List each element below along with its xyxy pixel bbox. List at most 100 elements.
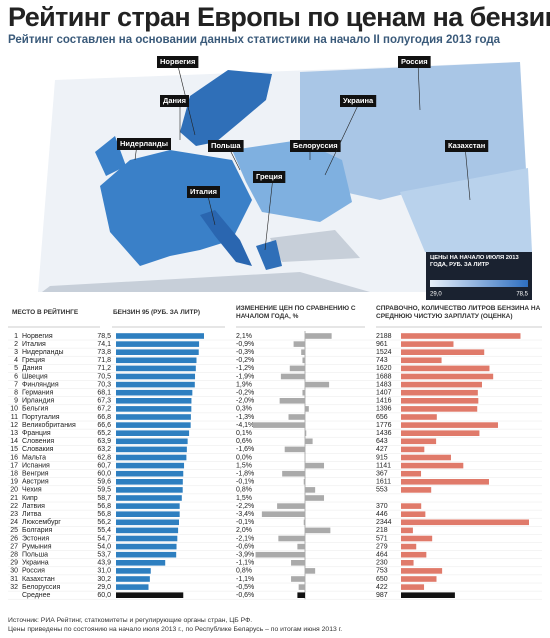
- country: Украина: [22, 560, 49, 567]
- value-label: -1,6%: [236, 446, 254, 453]
- rank: 32: [10, 584, 18, 591]
- bar: [116, 535, 178, 542]
- bar: [116, 430, 190, 436]
- bar: [401, 406, 478, 412]
- legend-gradient: [430, 280, 528, 287]
- value-label: 427: [376, 446, 388, 453]
- bar: [401, 446, 425, 453]
- value-label: 65,2: [97, 430, 111, 437]
- bar: [303, 479, 305, 485]
- value-label: 987: [376, 592, 388, 599]
- value-label: 78,5: [97, 333, 111, 340]
- map-label-box: [445, 140, 489, 152]
- bar: [401, 568, 443, 574]
- bar: [301, 349, 305, 355]
- bar: [401, 398, 479, 404]
- map-turkey: [270, 230, 360, 262]
- rank: 7: [14, 381, 18, 388]
- map-kazakhstan: [400, 168, 532, 252]
- rank: 11: [11, 414, 18, 421]
- value-label: 279: [376, 543, 388, 550]
- value-label: 29,0: [97, 584, 111, 591]
- bar: [401, 389, 478, 396]
- bar: [291, 576, 305, 582]
- country: Латвия: [22, 503, 45, 510]
- bar: [116, 438, 188, 445]
- rank: 30: [10, 568, 18, 575]
- value-label: -0,6%: [236, 543, 254, 550]
- bar: [116, 398, 192, 404]
- bar: [277, 503, 305, 509]
- country: Португалия: [22, 414, 60, 421]
- value-label: -1,1%: [236, 576, 254, 583]
- value-label: -1,2%: [236, 365, 254, 372]
- value-label: -0,2%: [236, 357, 254, 364]
- bar: [116, 584, 149, 590]
- value-label: -0,5%: [236, 584, 254, 591]
- bar: [253, 422, 305, 428]
- value-label: 553: [376, 487, 388, 494]
- country: Румыния: [22, 543, 52, 550]
- rank: 20: [10, 487, 18, 494]
- footer: Источник: РИА Рейтинг, статкомитеты и ре…: [8, 617, 253, 624]
- map-label: Казахстан: [448, 141, 485, 150]
- value-label: 0,8%: [236, 487, 252, 494]
- bar: [401, 333, 521, 339]
- legend-min: 29,0: [430, 292, 442, 298]
- country: Словения: [22, 438, 54, 445]
- bar: [116, 551, 177, 558]
- map-label: Нидерланды: [120, 139, 168, 148]
- bar: [401, 357, 442, 364]
- value-label: 1436: [376, 430, 392, 437]
- country: Мальта: [22, 454, 46, 461]
- country: Венгрия: [22, 471, 49, 478]
- value-label: 66,6: [97, 422, 111, 429]
- value-label: 60,7: [97, 462, 111, 469]
- value-label: -0,9%: [236, 341, 254, 348]
- country: Испания: [22, 462, 50, 469]
- country: Бельгия: [22, 406, 48, 413]
- rank: 28: [10, 552, 18, 559]
- value-label: 70,5: [97, 373, 111, 380]
- value-label: 71,8: [97, 357, 111, 364]
- bar: [116, 487, 183, 493]
- rank: 15: [10, 446, 18, 453]
- value-label: 54,7: [97, 535, 111, 542]
- value-label: -2,1%: [236, 535, 254, 542]
- bar: [116, 560, 166, 566]
- column-header: БЕНЗИН 95 (РУБ. ЗА ЛИТР): [113, 309, 200, 316]
- country: Чехия: [22, 487, 42, 494]
- value-label: 1,5%: [236, 462, 252, 469]
- map-label: Украина: [343, 96, 374, 105]
- country: Словакия: [22, 446, 54, 453]
- rank: 26: [10, 535, 18, 542]
- bar: [288, 414, 305, 420]
- bar: [401, 592, 455, 598]
- country: Казахстан: [22, 576, 55, 583]
- value-label: 2344: [376, 519, 392, 526]
- value-label: 230: [376, 560, 388, 567]
- bar: [305, 438, 313, 445]
- map-scandinavia: [180, 70, 272, 146]
- rank: 8: [14, 390, 18, 397]
- value-label: 1776: [376, 422, 392, 429]
- country: Среднее: [22, 592, 51, 599]
- map-label-box: [340, 95, 377, 107]
- map-italy: [200, 210, 252, 266]
- rank: 10: [10, 406, 18, 413]
- value-label: -1,9%: [236, 373, 254, 380]
- map-west-europe: [100, 150, 252, 266]
- value-label: 31,0: [97, 568, 111, 575]
- bar: [401, 527, 413, 534]
- country: Германия: [22, 390, 54, 397]
- bar: [289, 365, 305, 372]
- value-label: 422: [376, 584, 388, 591]
- value-label: -2,2%: [236, 503, 254, 510]
- rank: 6: [14, 373, 18, 380]
- bar: [401, 373, 494, 380]
- value-label: 446: [376, 511, 388, 518]
- title: Рейтинг стран Европы по ценам на бензин: [8, 2, 550, 32]
- value-label: 59,6: [97, 479, 111, 486]
- map-label: Белоруссия: [293, 141, 338, 150]
